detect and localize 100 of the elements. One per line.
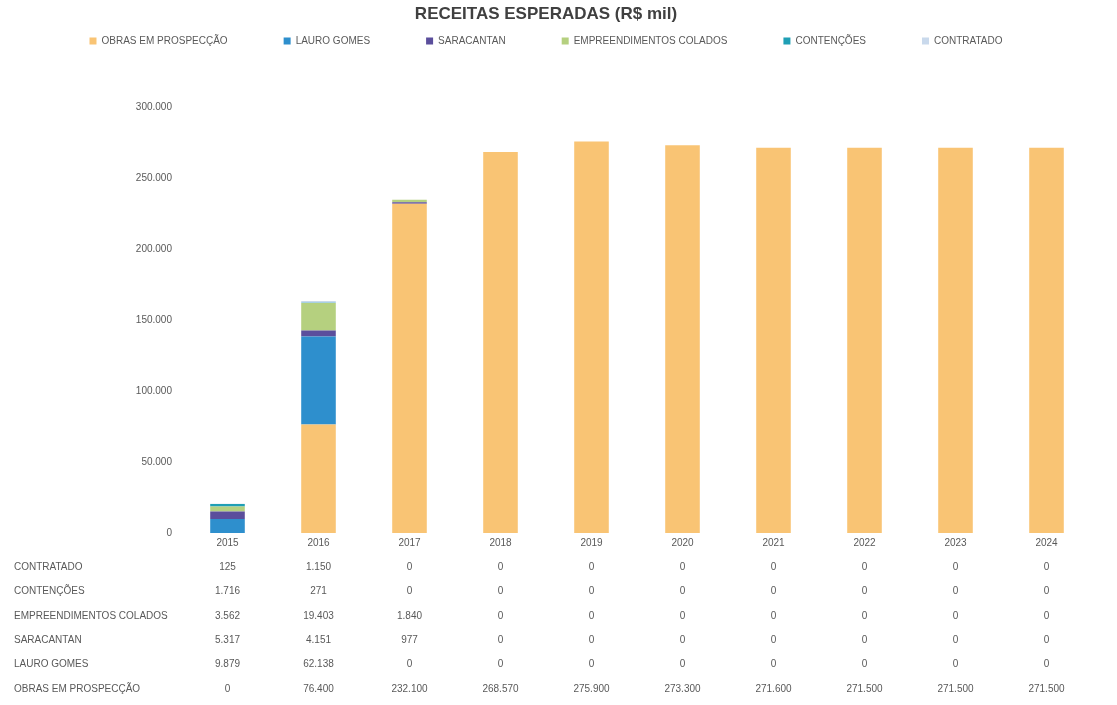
data-label: 0 [770, 585, 777, 597]
data-label: 0 [224, 682, 231, 694]
x-tick-label: 2017 [398, 536, 422, 548]
data-label: 0 [406, 560, 413, 572]
data-label: 125 [219, 560, 237, 572]
y-tick-label: 200.000 [135, 243, 173, 255]
bar [210, 518, 245, 533]
y-tick-label: 150.000 [135, 313, 173, 325]
bar [392, 203, 427, 533]
data-label: 76.400 [303, 682, 335, 694]
chart-title: RECEITAS ESPERADAS (R$ mil) [414, 3, 678, 23]
x-tick-label: 2016 [307, 536, 331, 548]
bar [756, 147, 791, 533]
x-tick-label: 2024 [1035, 536, 1059, 548]
data-label: 271.600 [755, 682, 793, 694]
data-label: 0 [679, 585, 686, 597]
data-label: 0 [770, 633, 777, 645]
data-label: 1.716 [214, 585, 241, 597]
data-label: 273.300 [664, 682, 702, 694]
y-tick-label: 100.000 [135, 384, 173, 396]
bar [847, 147, 882, 533]
x-tick-label: 2020 [671, 536, 695, 548]
data-label: 0 [497, 658, 504, 670]
x-tick-label: 2018 [489, 536, 513, 548]
data-label: 9.879 [214, 658, 241, 670]
legend-label: EMPREENDIMENTOS COLADOS [573, 34, 728, 46]
data-label: 977 [401, 633, 419, 645]
data-label: 271.500 [1028, 682, 1066, 694]
legend-label: OBRAS EM PROSPECÇÃO [101, 33, 228, 46]
data-label: 1.150 [305, 560, 332, 572]
text: EMPREENDIMENTOS COLADOS [14, 609, 168, 621]
data-label: 3.562 [214, 609, 241, 621]
data-label: 0 [588, 658, 595, 670]
data-label: 268.570 [482, 682, 520, 694]
y-tick-label: 0 [166, 526, 173, 538]
bar [483, 151, 518, 533]
data-label: 271.500 [846, 682, 884, 694]
data-label: 0 [679, 560, 686, 572]
text: LAURO GOMES [14, 658, 89, 670]
bar [301, 424, 336, 533]
data-label: 0 [406, 658, 413, 670]
legend-label: SARACANTAN [438, 34, 506, 46]
data-label: 0 [1043, 585, 1050, 597]
legend-label: CONTRATADO [933, 34, 1003, 46]
data-label: 0 [952, 585, 959, 597]
text: SARACANTAN [14, 633, 82, 645]
data-label: 0 [861, 658, 868, 670]
data-label: 0 [679, 609, 686, 621]
legend-label: CONTENÇÕES [795, 33, 867, 46]
y-tick-label: 250.000 [135, 172, 173, 184]
data-label: 5.317 [214, 633, 241, 645]
bar [574, 141, 609, 533]
data-label: 0 [1043, 658, 1050, 670]
data-label: 0 [1043, 560, 1050, 572]
y-tick-label: 300.000 [135, 101, 173, 113]
bar [301, 336, 336, 425]
data-label: 1.840 [396, 609, 423, 621]
data-label: 4.151 [305, 633, 332, 645]
data-label: 0 [770, 560, 777, 572]
data-label: 0 [588, 609, 595, 621]
data-label: 232.100 [391, 682, 429, 694]
data-label: 0 [679, 633, 686, 645]
text: CONTENÇÕES [14, 585, 85, 597]
data-label: 0 [952, 560, 959, 572]
data-label: 0 [679, 658, 686, 670]
x-tick-label: 2023 [944, 536, 968, 548]
data-label: 0 [952, 609, 959, 621]
data-label: 0 [497, 609, 504, 621]
x-tick-label: 2015 [216, 536, 240, 548]
data-label: 0 [1043, 633, 1050, 645]
data-label: 0 [770, 658, 777, 670]
data-label: 0 [497, 560, 504, 572]
data-label: 0 [497, 633, 504, 645]
bar [1029, 147, 1064, 533]
data-label: 0 [861, 609, 868, 621]
data-label: 0 [406, 585, 413, 597]
data-label: 0 [1043, 609, 1050, 621]
data-label: 0 [588, 560, 595, 572]
data-label: 0 [770, 609, 777, 621]
data-label: 271 [310, 585, 328, 597]
data-label: 0 [952, 658, 959, 670]
legend-label: LAURO GOMES [295, 34, 371, 46]
bar [210, 506, 245, 512]
data-label: 0 [588, 633, 595, 645]
data-label: 0 [861, 633, 868, 645]
data-label: 19.403 [303, 609, 335, 621]
bar [210, 511, 245, 519]
data-label: 0 [952, 633, 959, 645]
bar [665, 145, 700, 533]
data-label: 0 [497, 585, 504, 597]
text: CONTRATADO [14, 560, 83, 572]
x-tick-label: 2022 [853, 536, 877, 548]
x-tick-label: 2019 [580, 536, 604, 548]
y-tick-label: 50.000 [141, 455, 173, 467]
data-label: 0 [861, 585, 868, 597]
bar [301, 303, 336, 331]
data-label: 271.500 [937, 682, 975, 694]
data-label: 0 [861, 560, 868, 572]
x-tick-label: 2021 [762, 536, 786, 548]
data-label: 275.900 [573, 682, 611, 694]
